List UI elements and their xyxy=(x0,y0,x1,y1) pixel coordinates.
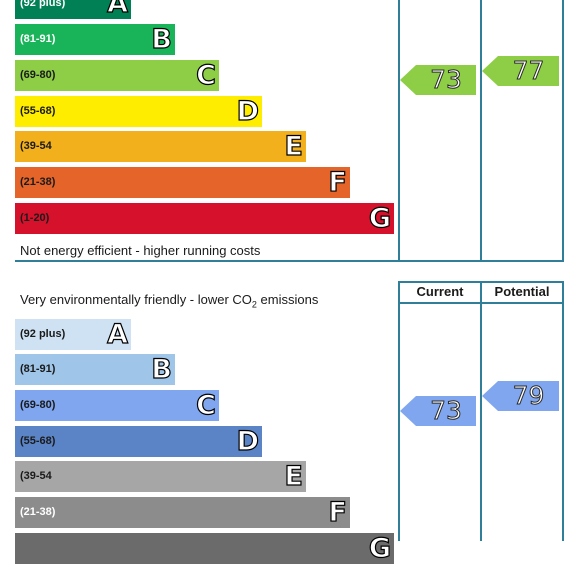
energy-band-b-range: (81-91) xyxy=(20,33,56,45)
energy-band-e-range: (39-54 xyxy=(20,140,52,152)
energy-band-d-letter: D xyxy=(236,96,260,127)
energy-band-d: (55-68) D xyxy=(15,96,262,127)
env-band-a: (92 plus) A xyxy=(15,319,131,350)
env-header-current: Current xyxy=(416,284,464,299)
env-band-f: (21-38) F xyxy=(15,497,350,528)
env-current-rating: 73 xyxy=(400,396,476,426)
energy-band-b: (81-91) B xyxy=(15,24,175,55)
energy-divider-right xyxy=(562,0,564,262)
energy-band-f-range: (21-38) xyxy=(20,176,56,188)
env-band-c: (69-80) C xyxy=(15,390,219,421)
energy-band-a: (92 plus) A xyxy=(15,0,131,19)
env-top-note: Very environmentally friendly - lower CO… xyxy=(20,292,318,310)
energy-band-a-letter: A xyxy=(106,0,128,19)
energy-band-g-range: (1-20) xyxy=(20,212,50,224)
energy-band-c-range: (69-80) xyxy=(20,69,56,81)
energy-bottom-border xyxy=(15,260,564,262)
env-top-note-subscript: 2 xyxy=(251,299,257,310)
env-band-b-range: (81-91) xyxy=(20,363,56,375)
env-band-b: (81-91) B xyxy=(15,354,175,385)
env-band-a-letter: A xyxy=(106,319,128,350)
env-band-d: (55-68) D xyxy=(15,426,262,457)
env-potential-arrow-shape xyxy=(482,381,559,411)
env-band-e-letter: E xyxy=(284,461,304,492)
energy-band-e: (39-54 E xyxy=(15,131,306,162)
env-band-d-letter: D xyxy=(236,426,260,457)
energy-band-d-range: (55-68) xyxy=(20,105,56,117)
energy-band-a-range: (92 plus) xyxy=(20,0,66,9)
energy-band-g-letter: G xyxy=(368,203,391,234)
env-current-arrow-shape xyxy=(400,396,476,426)
energy-band-f: (21-38) F xyxy=(15,167,350,198)
env-band-b-letter: B xyxy=(151,354,173,385)
energy-divider-left xyxy=(398,0,400,262)
env-top-note-prefix: Very environmentally friendly - lower CO xyxy=(20,292,252,307)
env-divider-middle xyxy=(480,281,482,541)
env-band-e-range: (39-54 xyxy=(20,470,52,482)
env-band-f-letter: F xyxy=(328,497,348,528)
energy-potential-arrow-shape xyxy=(482,56,559,86)
energy-divider-middle xyxy=(480,0,482,262)
energy-band-f-letter: F xyxy=(328,167,348,198)
energy-band-g: (1-20) G xyxy=(15,203,394,234)
energy-current-rating: 73 xyxy=(400,65,476,95)
env-band-f-range: (21-38) xyxy=(20,506,56,518)
energy-potential-value: 77 xyxy=(512,56,545,86)
env-band-g-letter: G xyxy=(368,533,391,564)
env-header-border xyxy=(398,302,564,304)
env-band-c-letter: C xyxy=(196,390,217,421)
env-band-e: (39-54 E xyxy=(15,461,306,492)
env-divider-left xyxy=(398,281,400,541)
energy-bottom-note: Not energy efficient - higher running co… xyxy=(20,243,261,258)
env-band-g: G xyxy=(15,533,394,564)
env-band-a-range: (92 plus) xyxy=(20,328,66,340)
env-band-d-range: (55-68) xyxy=(20,435,56,447)
env-potential-value: 79 xyxy=(512,381,545,411)
env-top-border xyxy=(398,281,564,283)
env-potential-rating: 79 xyxy=(482,381,559,411)
env-current-value: 73 xyxy=(430,396,463,426)
env-band-c-range: (69-80) xyxy=(20,399,56,411)
energy-band-b-letter: B xyxy=(151,24,173,55)
env-top-note-suffix: emissions xyxy=(256,292,319,307)
energy-band-c-letter: C xyxy=(196,60,217,91)
energy-band-e-letter: E xyxy=(284,131,304,162)
energy-current-arrow-shape xyxy=(400,65,476,95)
energy-band-c: (69-80) C xyxy=(15,60,219,91)
env-divider-right xyxy=(562,281,564,541)
env-header-potential: Potential xyxy=(494,284,550,299)
energy-current-value: 73 xyxy=(430,65,463,95)
energy-potential-rating: 77 xyxy=(482,56,559,86)
